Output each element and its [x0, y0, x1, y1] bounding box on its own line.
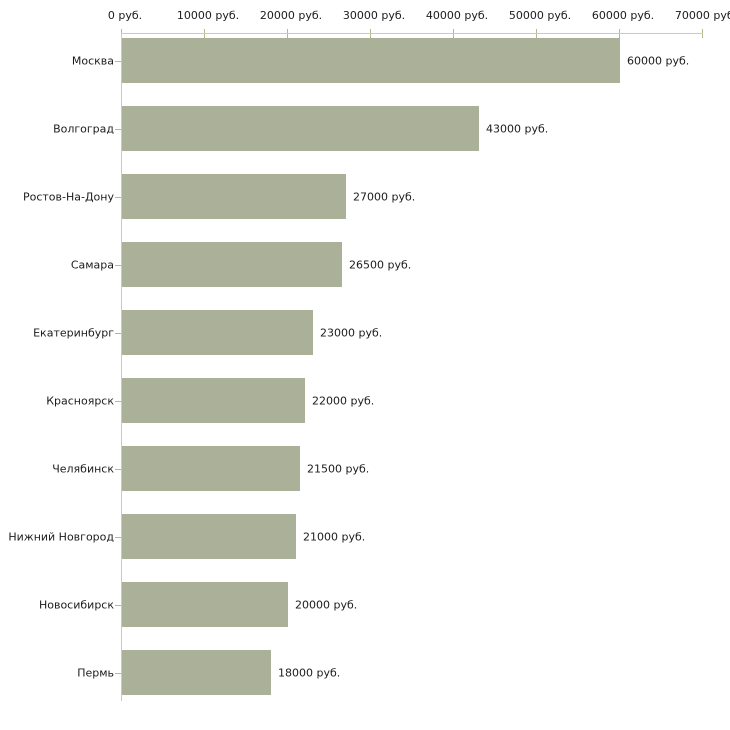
category-label: Екатеринбург — [33, 326, 114, 339]
category-label: Ростов-На-Дону — [22, 190, 114, 203]
bar — [122, 446, 300, 491]
x-tick-label: 70000 руб. — [674, 9, 730, 22]
bar — [122, 242, 342, 287]
value-label: 21500 руб. — [307, 462, 370, 475]
category-label: Красноярск — [46, 394, 114, 407]
y-tick-mark — [115, 129, 121, 130]
value-label: 20000 руб. — [295, 598, 358, 611]
x-tick-label: 20000 руб. — [259, 9, 323, 22]
y-tick-mark — [115, 537, 121, 538]
y-axis-line — [121, 33, 122, 701]
y-tick-mark — [115, 469, 121, 470]
y-tick-mark — [115, 673, 121, 674]
value-label: 60000 руб. — [627, 54, 690, 67]
value-label: 43000 руб. — [486, 122, 549, 135]
x-tick-label: 40000 руб. — [425, 9, 489, 22]
y-tick-mark — [115, 265, 121, 266]
bar — [122, 582, 288, 627]
y-tick-mark — [115, 605, 121, 606]
x-axis-line — [121, 33, 703, 34]
value-label: 21000 руб. — [303, 530, 366, 543]
value-label: 18000 руб. — [278, 666, 341, 679]
value-label: 27000 руб. — [353, 190, 416, 203]
category-label: Новосибирск — [38, 598, 114, 611]
y-tick-mark — [115, 333, 121, 334]
bar — [122, 514, 296, 559]
category-label: Москва — [71, 54, 114, 67]
y-tick-mark — [115, 61, 121, 62]
bar — [122, 310, 313, 355]
value-label: 26500 руб. — [349, 258, 412, 271]
category-label: Самара — [70, 258, 114, 271]
bar — [122, 378, 305, 423]
x-tick-label: 10000 руб. — [176, 9, 240, 22]
y-tick-mark — [115, 401, 121, 402]
bar — [122, 650, 271, 695]
x-tick-label: 0 руб. — [107, 9, 143, 22]
x-tick-label: 60000 руб. — [591, 9, 655, 22]
bar — [122, 174, 346, 219]
y-tick-mark — [115, 197, 121, 198]
category-label: Пермь — [77, 666, 114, 679]
category-label: Нижний Новгород — [8, 530, 114, 543]
category-label: Волгоград — [53, 122, 114, 135]
bar — [122, 106, 479, 151]
category-label: Челябинск — [52, 462, 114, 475]
value-label: 23000 руб. — [320, 326, 383, 339]
x-tick-label: 50000 руб. — [508, 9, 572, 22]
bar — [122, 38, 620, 83]
value-label: 22000 руб. — [312, 394, 375, 407]
x-tick-label: 30000 руб. — [342, 9, 406, 22]
